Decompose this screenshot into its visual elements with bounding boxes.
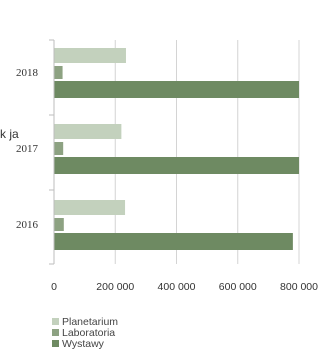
bar-wystawy-2016: [54, 233, 293, 250]
legend-label-planetarium: Planetarium: [62, 316, 118, 328]
x-tick-label: 400 000: [158, 281, 196, 293]
legend-label-wystawy: Wystawy: [62, 338, 105, 350]
bar-laboratoria-2018: [54, 66, 63, 79]
bar-planetarium-2017: [54, 124, 122, 139]
legend-swatch-planetarium: [52, 318, 59, 325]
bar-wystawy-2018: [54, 81, 299, 98]
legend-swatch-laboratoria: [52, 329, 59, 336]
gridlines: [53, 40, 300, 264]
y-tick-label: 2017: [16, 143, 39, 155]
legend-label-laboratoria: Laboratoria: [62, 327, 115, 339]
x-tick-label: 200 000: [96, 281, 134, 293]
legend-swatch-wystawy: [52, 340, 59, 347]
bar-planetarium-2016: [54, 200, 126, 215]
bar-wystawy-2017: [54, 157, 299, 174]
bar-planetarium-2018: [54, 48, 126, 63]
x-tick-label: 800 000: [280, 281, 318, 293]
partial-axis-label: k ja: [0, 127, 19, 141]
bar-laboratoria-2016: [54, 218, 64, 231]
x-tick-label: 0: [51, 281, 57, 293]
bar-laboratoria-2017: [54, 142, 64, 155]
bars: [54, 48, 299, 250]
x-tick-label: 600 000: [219, 281, 257, 293]
y-tick-label: 2016: [16, 219, 39, 231]
y-tick-label: 2018: [16, 67, 39, 79]
axes: 2018 2017 2016 k ja 0 200 000 400 000 600 000 80…: [0, 39, 318, 293]
